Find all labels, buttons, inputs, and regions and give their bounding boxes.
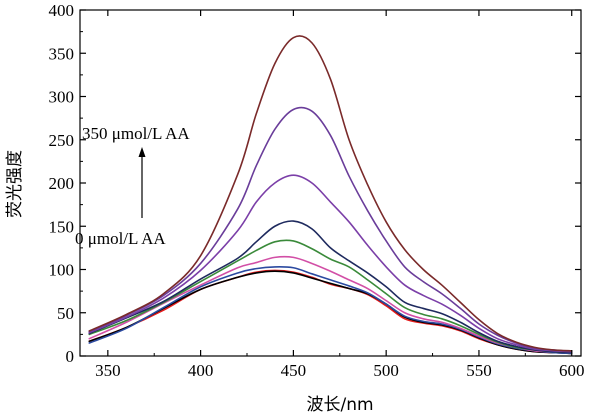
series-line-5 bbox=[88, 239, 573, 354]
x-axis-ticks: 350 400 450 500 550 600 bbox=[95, 10, 584, 380]
x-tick-label: 400 bbox=[188, 361, 214, 380]
series-line-7 bbox=[88, 174, 573, 353]
series-group bbox=[88, 35, 573, 355]
annotation-top: 350 μmol/L AA bbox=[82, 124, 190, 143]
x-axis-title: 波长/nm bbox=[306, 395, 373, 415]
x-tick-label: 450 bbox=[281, 361, 307, 380]
y-tick-label: 150 bbox=[49, 217, 75, 236]
y-tick-label: 100 bbox=[49, 261, 75, 280]
series-line-3 bbox=[88, 266, 573, 355]
y-tick-label: 250 bbox=[49, 131, 75, 150]
x-tick-label: 350 bbox=[95, 361, 121, 380]
series-line-4 bbox=[88, 255, 573, 354]
x-tick-label: 550 bbox=[466, 361, 492, 380]
series-line-9 bbox=[88, 35, 573, 352]
y-tick-label: 400 bbox=[49, 1, 75, 20]
x-tick-label: 600 bbox=[559, 361, 585, 380]
y-tick-label: 350 bbox=[49, 44, 75, 63]
annotation-arrow-head bbox=[138, 147, 146, 157]
y-axis-ticks: 0 50 100 150 200 250 300 350 400 bbox=[49, 1, 581, 366]
y-tick-label: 200 bbox=[49, 174, 75, 193]
annotation-bottom: 0 μmol/L AA bbox=[75, 229, 166, 248]
y-tick-label: 300 bbox=[49, 88, 75, 107]
series-line-8 bbox=[88, 106, 573, 353]
x-tick-label: 500 bbox=[373, 361, 399, 380]
series-line-6 bbox=[88, 220, 573, 354]
y-tick-label: 50 bbox=[57, 304, 74, 323]
plot-border bbox=[79, 9, 582, 357]
y-axis-title: 荧光强度 bbox=[5, 150, 25, 218]
y-tick-label: 0 bbox=[66, 347, 75, 366]
plot-frame bbox=[79, 9, 582, 357]
series-line-2 bbox=[88, 270, 573, 355]
